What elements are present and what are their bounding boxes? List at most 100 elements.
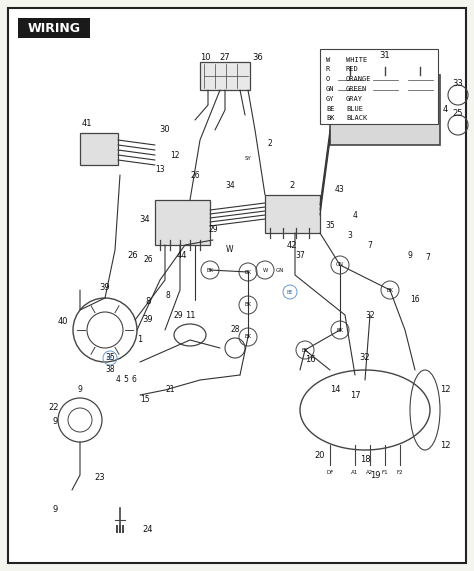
Text: 7: 7 xyxy=(426,254,430,263)
Text: 20: 20 xyxy=(315,451,325,460)
Bar xyxy=(345,63,355,68)
Text: DF: DF xyxy=(326,469,334,475)
Text: 35: 35 xyxy=(105,353,115,363)
Text: 17: 17 xyxy=(350,391,360,400)
Text: BK: BK xyxy=(207,267,213,272)
Text: F2: F2 xyxy=(397,469,403,475)
Text: 35: 35 xyxy=(325,220,335,230)
Text: 4: 4 xyxy=(116,376,120,384)
Text: W: W xyxy=(226,246,234,255)
Bar xyxy=(415,63,425,68)
Text: RED: RED xyxy=(346,66,359,73)
Text: GRAY: GRAY xyxy=(346,96,363,102)
Text: 11: 11 xyxy=(185,311,195,320)
Text: 12: 12 xyxy=(170,151,180,159)
Text: 26: 26 xyxy=(128,251,138,259)
Text: W: W xyxy=(263,267,268,272)
Text: 14: 14 xyxy=(330,385,340,395)
Text: 34: 34 xyxy=(225,180,235,190)
Text: GN: GN xyxy=(326,86,335,92)
Text: SY: SY xyxy=(245,155,251,160)
Text: 38: 38 xyxy=(105,365,115,375)
Text: WHITE: WHITE xyxy=(346,57,367,63)
Text: A2: A2 xyxy=(366,469,374,475)
Text: 18: 18 xyxy=(360,456,370,464)
Text: 30: 30 xyxy=(160,126,170,135)
Text: ORANGE: ORANGE xyxy=(346,76,372,82)
Text: 6: 6 xyxy=(132,376,137,384)
Text: 9: 9 xyxy=(52,505,58,514)
Text: 9: 9 xyxy=(408,251,412,259)
Bar xyxy=(330,75,440,145)
Text: 32: 32 xyxy=(365,311,375,320)
Text: 39: 39 xyxy=(143,316,153,324)
Text: 33: 33 xyxy=(453,78,464,87)
Text: BK: BK xyxy=(301,348,309,352)
Text: 29: 29 xyxy=(173,311,183,320)
Text: 12: 12 xyxy=(440,385,450,395)
Text: 16: 16 xyxy=(305,356,315,364)
Text: 9: 9 xyxy=(78,385,82,395)
Text: 29: 29 xyxy=(208,226,218,235)
Text: 8: 8 xyxy=(146,297,151,307)
Text: 22: 22 xyxy=(49,404,59,412)
Text: 2: 2 xyxy=(289,180,295,190)
Text: 21: 21 xyxy=(165,385,175,395)
Text: BK: BK xyxy=(245,270,252,275)
Text: O: O xyxy=(326,76,330,82)
Text: 1: 1 xyxy=(137,336,143,344)
Text: GN: GN xyxy=(336,263,344,267)
Bar xyxy=(18,18,90,38)
Text: 27: 27 xyxy=(219,53,230,62)
Text: BK: BK xyxy=(337,328,344,332)
Text: 4: 4 xyxy=(353,211,357,219)
Text: 16: 16 xyxy=(410,296,420,304)
Text: 40: 40 xyxy=(58,317,68,327)
Text: A1: A1 xyxy=(351,469,359,475)
Bar xyxy=(380,63,390,68)
Text: 26: 26 xyxy=(190,171,200,179)
Text: 19: 19 xyxy=(370,471,380,480)
Text: BE: BE xyxy=(287,289,293,295)
Text: BK: BK xyxy=(245,335,252,340)
Text: 41: 41 xyxy=(82,119,92,127)
Text: 7: 7 xyxy=(367,240,373,250)
Text: GY: GY xyxy=(326,96,335,102)
Text: 8: 8 xyxy=(165,291,170,300)
Text: 34: 34 xyxy=(140,215,150,224)
Text: 15: 15 xyxy=(140,396,150,404)
Text: 4: 4 xyxy=(442,106,447,115)
Text: 44: 44 xyxy=(177,251,187,259)
Text: BE: BE xyxy=(326,106,335,111)
Text: 39: 39 xyxy=(100,283,110,292)
Text: WIRING: WIRING xyxy=(27,22,81,35)
Text: R: R xyxy=(326,66,330,73)
Text: 24: 24 xyxy=(143,525,153,534)
Text: BLUE: BLUE xyxy=(346,106,363,111)
Text: BK: BK xyxy=(386,288,393,292)
Text: BK: BK xyxy=(326,115,335,121)
Text: 13: 13 xyxy=(155,166,165,175)
Bar xyxy=(155,200,210,245)
Text: GREEN: GREEN xyxy=(346,86,367,92)
Text: BLACK: BLACK xyxy=(346,115,367,121)
Bar xyxy=(80,133,118,165)
Text: 37: 37 xyxy=(295,251,305,259)
Text: BE: BE xyxy=(107,356,113,360)
Text: 31: 31 xyxy=(380,50,390,59)
Text: GN: GN xyxy=(276,267,284,272)
Text: BK: BK xyxy=(245,303,252,308)
Text: 42: 42 xyxy=(287,240,297,250)
Text: 23: 23 xyxy=(95,473,105,482)
Text: 2: 2 xyxy=(268,139,273,147)
Text: 36: 36 xyxy=(253,53,264,62)
Bar xyxy=(200,62,250,90)
Bar xyxy=(265,195,320,233)
Text: 10: 10 xyxy=(200,53,210,62)
Text: 3: 3 xyxy=(347,231,353,239)
Text: W: W xyxy=(326,57,330,63)
Text: F1: F1 xyxy=(382,469,388,475)
Text: 26: 26 xyxy=(143,255,153,264)
Text: 28: 28 xyxy=(230,325,240,335)
Text: 12: 12 xyxy=(440,440,450,449)
